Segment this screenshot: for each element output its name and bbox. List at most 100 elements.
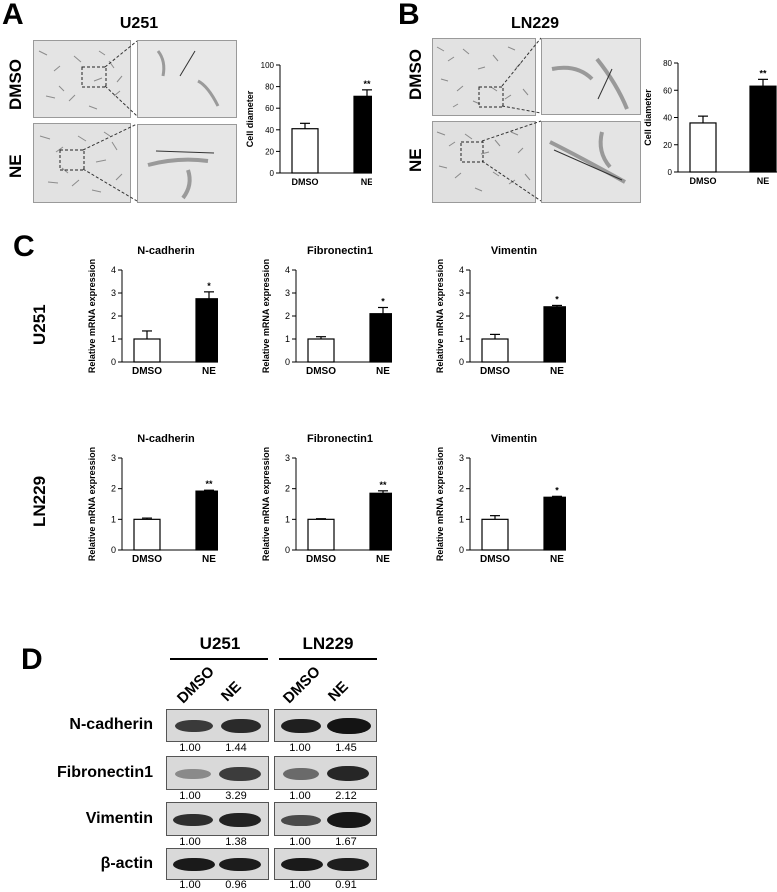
x-tick-label: DMSO [132, 554, 162, 565]
bar-ne [369, 313, 392, 363]
x-tick-label: NE [202, 366, 216, 377]
y-tick-label: 60 [265, 104, 274, 113]
blot-u251-n-cadherin [166, 709, 269, 742]
bar-dmso [689, 122, 717, 173]
y-tick-label: 4 [111, 265, 116, 275]
y-axis-label: Relative mRNA expression [435, 259, 445, 373]
micrograph-u251-dmso-zoom [137, 40, 237, 118]
blot-ln229-vimentin [274, 802, 377, 836]
y-axis-label: Relative mRNA expression [435, 447, 445, 561]
panel-a-bar-chart: 0 20 40 60 80 100 Cell diameter DMSO NE ** [245, 61, 372, 187]
micrograph-ln229-dmso-zoom [541, 38, 641, 115]
y-tick-label: 3 [111, 288, 116, 298]
y-tick-label: 0 [285, 545, 290, 555]
bar-dmso [481, 518, 509, 551]
quant-ln229-ne-beta-actin: 0.91 [335, 879, 357, 891]
chart-u251-fibronectin1: Fibronectin1 0 1 2 3 4 Relative mRNA expressio… [261, 245, 392, 377]
significance-mark: ** [363, 79, 371, 89]
y-tick-label: 2 [285, 484, 290, 494]
y-tick-label: 0 [668, 168, 673, 177]
x-tick-label: DMSO [132, 366, 162, 377]
significance-mark: * [381, 296, 385, 306]
x-tick-label: NE [550, 366, 564, 377]
chart-u251-n-cadherin: N-cadherin 0 1 2 3 4 Relative mRNA expression D… [87, 245, 218, 377]
x-tick-label: NE [376, 366, 390, 377]
quant-ln229-dmso-n-cadherin: 1.00 [289, 742, 311, 754]
y-tick-label: 1 [285, 334, 290, 344]
x-tick-label: NE [757, 176, 770, 186]
bar-ne [353, 95, 372, 174]
chart-title: N-cadherin [137, 245, 195, 257]
micrograph-u251-ne-overview [33, 123, 131, 203]
panel-a-zoom-lines [82, 40, 138, 202]
chart-title: Fibronectin1 [307, 245, 373, 257]
y-axis-label: Relative mRNA expression [87, 259, 97, 373]
y-tick-label: 100 [261, 61, 275, 70]
y-tick-label: 60 [663, 86, 672, 95]
quant-ln229-dmso-vimentin: 1.00 [289, 836, 311, 848]
blot-label-n-cadherin: N-cadherin [69, 716, 153, 733]
panel-letter-d: D [21, 643, 43, 676]
y-axis-label: Cell diameter [643, 89, 653, 146]
micrograph-u251-ne-zoom [137, 124, 237, 203]
y-tick-label: 1 [111, 514, 116, 524]
y-axis-label: Cell diameter [245, 90, 255, 147]
quant-u251-dmso-vimentin: 1.00 [179, 836, 201, 848]
panel-letter-c: C [13, 230, 35, 263]
blot-u251-beta-actin [166, 848, 269, 880]
bar-ne [195, 298, 218, 363]
y-tick-label: 4 [285, 265, 290, 275]
y-tick-label: 0 [270, 169, 275, 178]
quant-u251-ne-fibronectin1: 3.29 [225, 790, 247, 802]
chart-title: Fibronectin1 [307, 433, 373, 445]
blot-label-vimentin: Vimentin [85, 810, 153, 827]
panel-letter-b: B [398, 0, 420, 31]
lane-label-u251-dmso: DMSO [173, 663, 218, 707]
significance-mark: ** [379, 480, 387, 490]
y-tick-label: 0 [111, 357, 116, 367]
quant-ln229-ne-vimentin: 1.67 [335, 836, 357, 848]
y-tick-label: 3 [285, 453, 290, 463]
bar-dmso [481, 338, 509, 363]
significance-mark: ** [759, 68, 767, 78]
y-tick-label: 2 [459, 311, 464, 321]
blot-label-beta-actin: β-actin [100, 855, 153, 872]
bar-dmso [307, 518, 335, 551]
y-tick-label: 80 [663, 59, 672, 68]
panel-letter-a: A [2, 0, 24, 31]
chart-title: N-cadherin [137, 433, 195, 445]
micrograph-ln229-dmso-overview [432, 38, 536, 116]
quant-u251-ne-beta-actin: 0.96 [225, 879, 247, 891]
micrograph-ln229-ne-zoom [541, 121, 641, 203]
y-axis-label: Relative mRNA expression [261, 447, 271, 561]
blot-cell-line-ln229: LN229 [302, 634, 354, 653]
lane-label-ln229-ne: NE [324, 678, 352, 705]
y-tick-label: 3 [459, 288, 464, 298]
panel-c-row-label-u251: U251 [30, 304, 49, 345]
y-tick-label: 40 [265, 126, 274, 135]
blot-ln229-fibronectin1 [274, 756, 377, 790]
significance-mark: * [555, 294, 559, 304]
chart-title: Vimentin [491, 433, 538, 445]
chart-u251-vimentin: Vimentin 0 1 2 3 4 Relative mRNA expression DMS… [435, 245, 566, 377]
quant-ln229-ne-n-cadherin: 1.45 [335, 742, 357, 754]
bar-ne [369, 492, 392, 551]
quant-u251-ne-n-cadherin: 1.44 [225, 742, 247, 754]
y-tick-label: 2 [111, 484, 116, 494]
y-tick-label: 2 [285, 311, 290, 321]
y-axis-label: Relative mRNA expression [87, 447, 97, 561]
y-tick-label: 20 [663, 141, 672, 150]
blot-ln229-underline [279, 658, 377, 660]
significance-mark: * [555, 485, 559, 495]
x-tick-label: NE [361, 177, 372, 187]
x-tick-label: DMSO [292, 177, 319, 187]
y-tick-label: 0 [459, 545, 464, 555]
quant-ln229-dmso-fibronectin1: 1.00 [289, 790, 311, 802]
bar-ne [195, 490, 218, 551]
blot-u251-fibronectin1 [166, 756, 269, 790]
bar-dmso [133, 338, 161, 363]
quant-u251-dmso-fibronectin1: 1.00 [179, 790, 201, 802]
chart-ln229-vimentin: Vimentin 0 1 2 3 Relative mRNA expression DMSO… [435, 433, 566, 565]
y-tick-label: 3 [459, 453, 464, 463]
bar-dmso [307, 338, 335, 363]
